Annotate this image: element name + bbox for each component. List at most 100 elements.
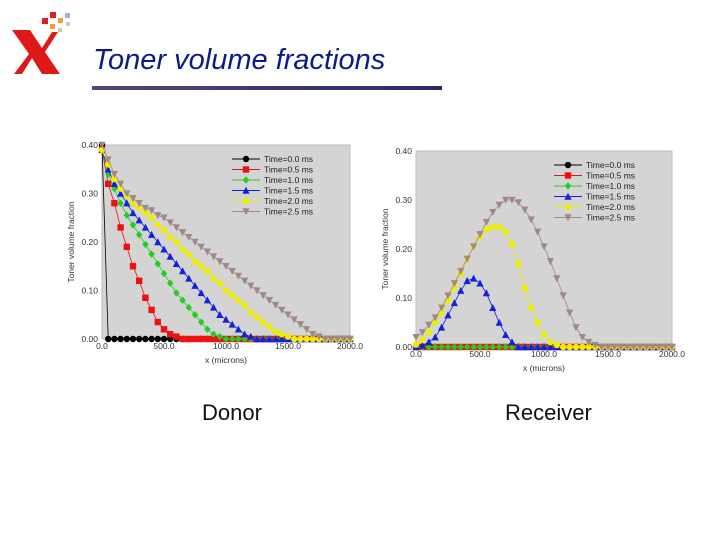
donor-data-point xyxy=(148,306,155,314)
receiver-data-point xyxy=(463,277,471,285)
donor-x-tick-label: 2000.0 xyxy=(337,341,363,351)
donor-data-point xyxy=(204,267,211,275)
receiver-chart: 0.0 500.0 1000.0 1500.0 2000.0 0.00 0.10 0.20 0.… xyxy=(380,146,685,373)
donor-data-point xyxy=(216,280,223,287)
donor-data-point xyxy=(167,233,174,241)
receiver-data-point xyxy=(508,196,516,204)
donor-data-point xyxy=(160,214,168,222)
donor-data-point xyxy=(296,321,304,329)
donor-data-point xyxy=(303,335,310,343)
receiver-data-point xyxy=(515,260,522,267)
donor-data-point xyxy=(166,219,174,227)
donor-data-point xyxy=(185,303,192,312)
donor-data-point xyxy=(129,200,137,207)
donor-data-point xyxy=(123,211,130,220)
donor-data-point xyxy=(247,282,255,290)
receiver-y-tick-label: 0.40 xyxy=(395,146,412,156)
donor-legend-marker xyxy=(242,166,250,173)
receiver-data-point xyxy=(514,343,522,351)
donor-data-point xyxy=(105,180,112,187)
donor-data-point xyxy=(284,311,292,319)
donor-data-point xyxy=(129,209,137,217)
donor-data-point xyxy=(105,335,112,343)
receiver-data-point xyxy=(527,343,535,351)
receiver-data-point xyxy=(566,343,573,351)
donor-y-tick-label: 0.20 xyxy=(81,237,98,247)
receiver-data-point xyxy=(502,343,509,351)
donor-data-point xyxy=(117,189,125,197)
receiver-x-tick-label: 2000.0 xyxy=(659,349,685,359)
receiver-data-point xyxy=(464,343,471,351)
donor-data-point xyxy=(167,335,174,343)
donor-data-point xyxy=(234,272,242,280)
donor-data-point xyxy=(222,315,230,323)
donor-x-tick-label: 0.0 xyxy=(96,341,108,351)
donor-data-point xyxy=(167,279,174,287)
donor-data-point xyxy=(260,318,267,326)
donor-data-point xyxy=(216,332,223,341)
donor-data-point xyxy=(203,248,211,256)
donor-data-point xyxy=(117,335,124,343)
donor-data-point xyxy=(154,238,162,246)
receiver-data-point xyxy=(547,338,554,346)
donor-data-point xyxy=(160,226,168,234)
donor-data-point xyxy=(297,335,304,343)
receiver-legend-marker xyxy=(564,203,572,211)
donor-data-point xyxy=(135,216,143,224)
donor-plot-area xyxy=(101,144,351,340)
receiver-data-point xyxy=(431,314,439,322)
donor-data-point xyxy=(117,199,124,207)
receiver-data-point xyxy=(476,343,484,351)
donor-data-point xyxy=(234,325,242,333)
donor-data-point xyxy=(185,233,193,241)
receiver-y-tick-label: 0.20 xyxy=(395,244,412,254)
donor-data-point xyxy=(136,231,143,239)
donor-data-point xyxy=(172,224,180,232)
receiver-data-point xyxy=(476,279,484,287)
donor-data-point xyxy=(160,245,168,253)
donor-data-point xyxy=(315,333,323,341)
donor-data-point xyxy=(111,175,118,183)
donor-legend-marker xyxy=(242,176,250,184)
donor-data-point xyxy=(235,297,242,304)
donor-data-point xyxy=(272,301,280,309)
donor-data-point xyxy=(334,335,342,343)
donor-data-point xyxy=(173,238,180,246)
donor-data-point xyxy=(185,274,193,282)
receiver-data-point xyxy=(470,243,478,251)
donor-data-point xyxy=(148,250,155,258)
donor-data-point xyxy=(228,267,236,275)
xerox-logo xyxy=(12,12,70,74)
receiver-data-point xyxy=(655,343,663,351)
donor-data-point xyxy=(123,243,130,251)
receiver-data-point xyxy=(438,309,445,316)
donor-data-point xyxy=(117,180,125,188)
title-underline xyxy=(92,86,442,90)
receiver-legend-marker xyxy=(564,182,572,190)
receiver-data-point xyxy=(566,309,574,317)
receiver-data-point xyxy=(546,258,554,266)
receiver-data-point xyxy=(482,289,490,297)
donor-data-point xyxy=(247,309,254,316)
donor-x-tick-label: 500.0 xyxy=(153,341,175,351)
receiver-data-point xyxy=(412,334,420,341)
donor-data-point xyxy=(278,335,286,343)
donor-data-point xyxy=(148,230,156,238)
donor-data-point xyxy=(135,200,143,207)
donor-data-point xyxy=(129,335,137,343)
donor-data-point xyxy=(142,294,149,301)
donor-data-point xyxy=(136,277,143,284)
donor-data-point xyxy=(148,207,156,215)
receiver-data-point xyxy=(425,321,433,329)
receiver-data-point xyxy=(463,255,471,263)
receiver-data-point xyxy=(560,343,567,351)
receiver-series-5 xyxy=(412,196,676,351)
donor-data-point xyxy=(98,141,106,149)
donor-data-point xyxy=(117,185,124,192)
receiver-x-tick-label: 1000.0 xyxy=(531,349,557,359)
receiver-y-axis-label: Toner volume fraction xyxy=(380,208,390,290)
receiver-legend-label: Time=0.0 ms xyxy=(586,160,635,170)
logo-pixel-squares xyxy=(42,12,70,32)
donor-data-point xyxy=(166,252,174,260)
